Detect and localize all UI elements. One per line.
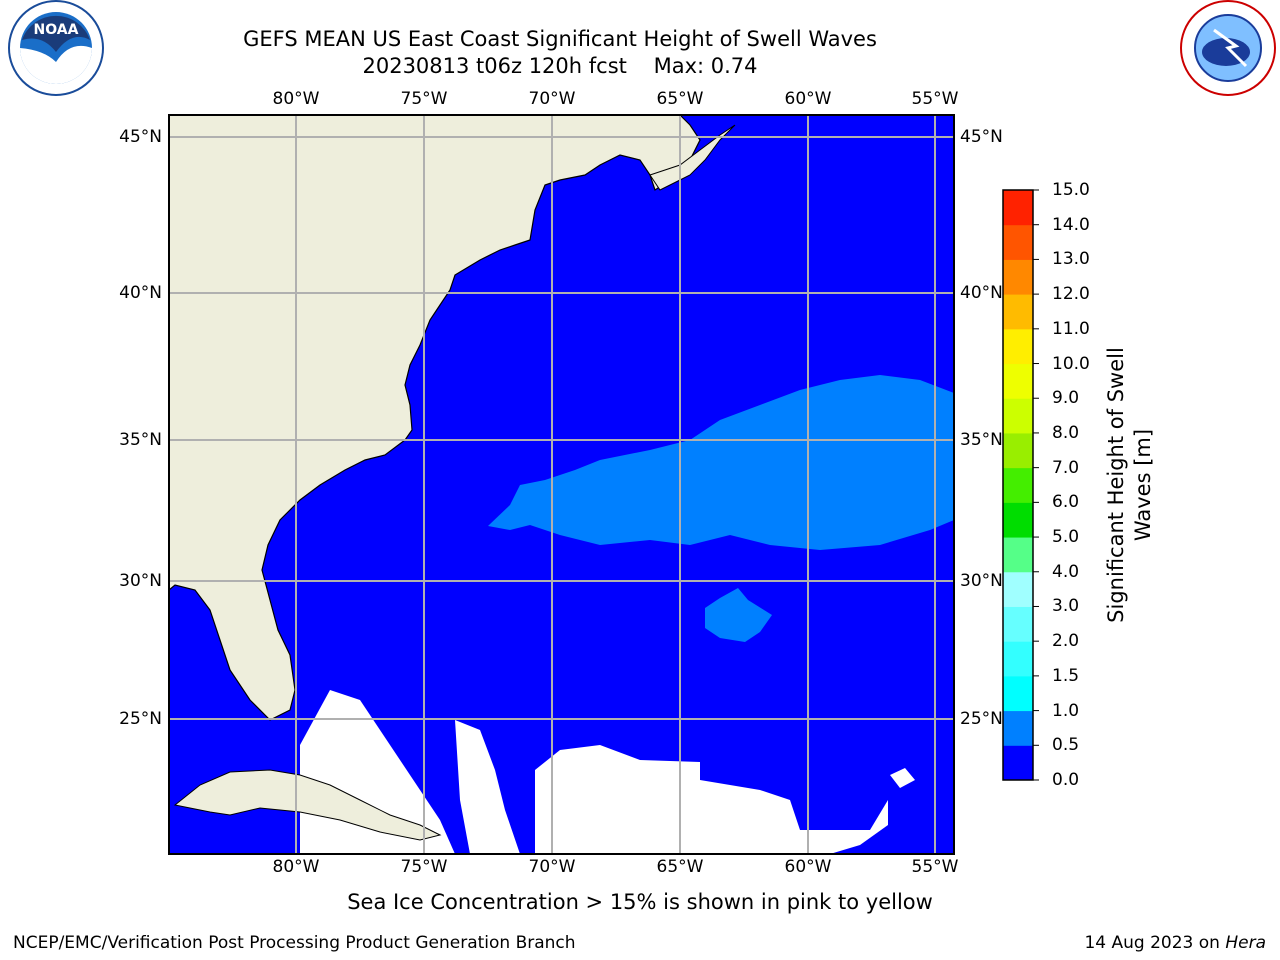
colorbar-segment bbox=[1003, 710, 1033, 746]
lon-label-top: 80°W bbox=[272, 89, 320, 109]
lat-label-left: 30°N bbox=[119, 571, 162, 591]
colorbar-tick-label: 1.5 bbox=[1052, 665, 1080, 686]
colorbar-tick-label: 12.0 bbox=[1052, 284, 1090, 305]
footer-date: 14 Aug 2023 on Hera bbox=[1084, 933, 1266, 953]
lat-label-left: 35°N bbox=[119, 430, 162, 450]
colorbar-segment bbox=[1003, 328, 1033, 365]
colorbar-segment bbox=[1003, 571, 1033, 607]
lat-label-right: 40°N bbox=[960, 283, 1003, 303]
colorbar-tick-label: 10.0 bbox=[1052, 353, 1090, 374]
map-plot bbox=[168, 114, 955, 855]
land-north-america bbox=[168, 114, 701, 721]
lon-label-top: 70°W bbox=[528, 89, 576, 109]
colorbar-tick-label: 6.0 bbox=[1052, 492, 1080, 513]
colorbar-tick-label: 2.0 bbox=[1052, 631, 1080, 652]
lon-label-bottom: 80°W bbox=[272, 857, 320, 877]
lat-label-left: 45°N bbox=[119, 127, 162, 147]
colorbar-tick-label: 9.0 bbox=[1052, 388, 1080, 409]
colorbar-segment bbox=[1003, 398, 1033, 434]
chart-title: GEFS MEAN US East Coast Significant Heig… bbox=[243, 27, 877, 51]
noaa-logo-text: NOAA bbox=[34, 22, 79, 38]
lat-label-right: 25°N bbox=[960, 709, 1003, 729]
colorbar-label: Significant Height of Swell Waves [m] bbox=[1104, 347, 1155, 623]
colorbar-tick-label: 8.0 bbox=[1052, 422, 1080, 443]
lon-label-bottom: 60°W bbox=[784, 857, 832, 877]
colorbar-segment bbox=[1003, 294, 1033, 330]
colorbar bbox=[1002, 189, 1039, 781]
graticule bbox=[169, 115, 954, 854]
colorbar-tick-label: 4.0 bbox=[1052, 561, 1080, 582]
colorbar-frame bbox=[1002, 189, 1034, 781]
sea-ice-note: Sea Ice Concentration > 15% is shown in … bbox=[347, 890, 933, 914]
colorbar-segment bbox=[1003, 675, 1033, 712]
footer-credit: NCEP/EMC/Verification Post Processing Pr… bbox=[13, 933, 576, 953]
colorbar-segment bbox=[1003, 224, 1033, 260]
colorbar-tick-label: 3.0 bbox=[1052, 596, 1080, 617]
swell-zone-main bbox=[488, 375, 954, 550]
colorbar-tick-label: 14.0 bbox=[1052, 214, 1090, 235]
swell-zone-small bbox=[705, 588, 772, 642]
colorbar-segment bbox=[1003, 641, 1033, 677]
colorbar-tick-label: 5.0 bbox=[1052, 527, 1080, 548]
lat-label-right: 35°N bbox=[960, 430, 1003, 450]
colorbar-tick-label: 7.0 bbox=[1052, 457, 1080, 478]
colorbar-segment bbox=[1003, 467, 1033, 503]
colorbar-segment bbox=[1003, 432, 1033, 469]
lat-label-right: 45°N bbox=[960, 127, 1003, 147]
colorbar-tick-label: 15.0 bbox=[1052, 180, 1090, 200]
lon-label-top: 60°W bbox=[784, 89, 832, 109]
footer-host: Hera bbox=[1225, 933, 1266, 953]
lon-label-top: 55°W bbox=[911, 89, 959, 109]
colorbar-segment bbox=[1003, 745, 1033, 781]
colorbar-segment bbox=[1003, 537, 1033, 573]
lon-label-bottom: 70°W bbox=[528, 857, 576, 877]
colorbar-tick-label: 0.0 bbox=[1052, 770, 1080, 790]
colorbar-tick-label: 1.0 bbox=[1052, 700, 1080, 721]
nws-logo bbox=[1180, 0, 1276, 96]
lat-label-left: 40°N bbox=[119, 283, 162, 303]
chart-subtitle: 20230813 t06z 120h fcst Max: 0.74 bbox=[362, 54, 758, 78]
colorbar-tick-label: 11.0 bbox=[1052, 318, 1090, 339]
lon-label-top: 75°W bbox=[400, 89, 448, 109]
lat-label-right: 30°N bbox=[960, 571, 1003, 591]
colorbar-segment bbox=[1003, 363, 1033, 399]
colorbar-segment bbox=[1003, 190, 1033, 226]
colorbar-segment bbox=[1003, 606, 1033, 642]
noaa-logo: NOAA bbox=[8, 0, 104, 96]
lat-label-left: 25°N bbox=[119, 709, 162, 729]
colorbar-tick-label: 0.5 bbox=[1052, 735, 1080, 756]
colorbar-segment bbox=[1003, 502, 1033, 538]
colorbar-segment bbox=[1003, 259, 1033, 295]
lon-label-bottom: 65°W bbox=[656, 857, 704, 877]
lon-label-top: 65°W bbox=[656, 89, 704, 109]
lon-label-bottom: 55°W bbox=[911, 857, 959, 877]
lon-label-bottom: 75°W bbox=[400, 857, 448, 877]
colorbar-tick-label: 13.0 bbox=[1052, 249, 1090, 270]
